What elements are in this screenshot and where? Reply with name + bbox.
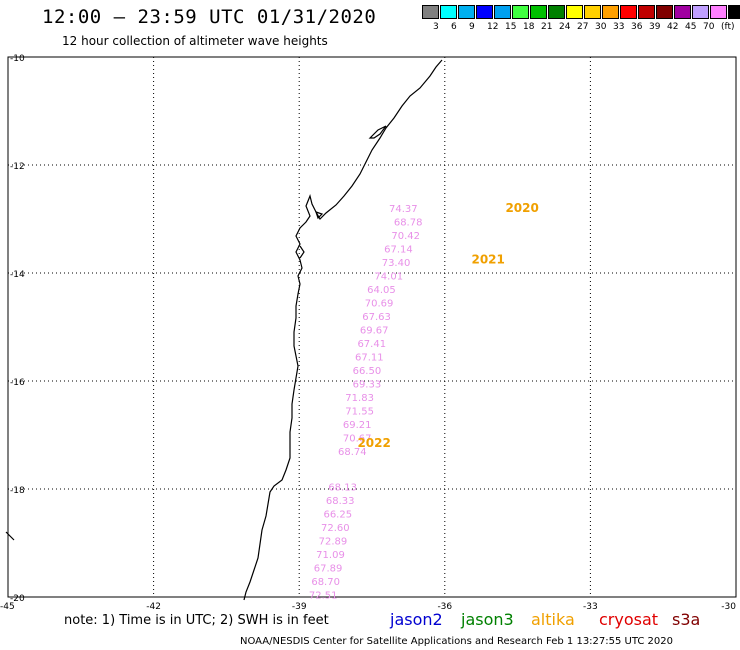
wave-height-value: 73.40 <box>382 258 411 269</box>
legend-label: 24 <box>559 22 571 32</box>
satellite-cryosat: cryosat <box>599 610 659 629</box>
legend-label: 9 <box>469 22 475 32</box>
lat-label: -18 <box>10 486 25 496</box>
color-legend <box>422 5 740 19</box>
lon-label: -30 <box>721 602 736 610</box>
wave-height-value: 68.70 <box>311 577 340 588</box>
legend-label: 45 <box>685 22 697 32</box>
legend-label: 33 <box>613 22 625 32</box>
legend-label: 12 <box>487 22 499 32</box>
wave-height-value: 68.74 <box>338 447 367 458</box>
lat-label: -20 <box>10 594 25 604</box>
year-label: 2022 <box>357 436 390 450</box>
wave-height-value: 71.09 <box>316 550 345 561</box>
lon-label: -36 <box>437 602 452 610</box>
legend-label: 70 <box>703 22 715 32</box>
lon-label: -45 <box>0 602 15 610</box>
lat-label: -12 <box>10 162 25 172</box>
wave-height-value: 67.41 <box>357 339 386 350</box>
wave-height-value: 74.01 <box>374 272 403 283</box>
legend-swatch <box>422 5 439 19</box>
legend-swatch <box>458 5 475 19</box>
legend-label: (ft) <box>721 22 735 32</box>
page-title: 12:00 – 23:59 UTC 01/31/2020 <box>42 6 377 28</box>
legend-swatch <box>638 5 655 19</box>
wave-height-value: 68.13 <box>328 482 357 493</box>
wave-height-value: 74.37 <box>389 204 418 215</box>
legend-swatch <box>584 5 601 19</box>
page-subtitle: 12 hour collection of altimeter wave hei… <box>62 34 328 48</box>
satellite-altika: altika <box>531 610 575 629</box>
lat-label: -10 <box>10 54 25 64</box>
legend-swatch <box>692 5 709 19</box>
legend-swatch <box>602 5 619 19</box>
wave-height-value: 66.25 <box>323 509 352 520</box>
wave-height-value: 70.42 <box>391 231 420 242</box>
satellite-jason2: jason2 <box>390 610 443 629</box>
lat-label: -14 <box>10 270 25 280</box>
legend-label: 27 <box>577 22 589 32</box>
lon-label: -33 <box>583 602 598 610</box>
legend-label: 36 <box>631 22 643 32</box>
wave-height-value: 69.67 <box>360 326 389 337</box>
legend-swatch <box>566 5 583 19</box>
wave-height-value: 66.50 <box>353 366 382 377</box>
legend-swatch <box>548 5 565 19</box>
lon-label: -42 <box>146 602 161 610</box>
wave-height-map: -10 -12 -14 -16 -18 -20-45 -42 -39 -36 -33 -30 74.… <box>0 54 737 610</box>
wave-height-value: 72.89 <box>319 536 348 547</box>
legend-swatch <box>476 5 493 19</box>
legend-swatch <box>494 5 511 19</box>
legend-swatch <box>530 5 547 19</box>
wave-height-value: 70.69 <box>365 299 394 310</box>
footer-note: note: 1) Time is in UTC; 2) SWH is in fe… <box>64 613 329 628</box>
legend-label: 39 <box>649 22 661 32</box>
wave-height-value: 67.14 <box>384 245 413 256</box>
legend-label: 15 <box>505 22 517 32</box>
legend-swatch <box>512 5 529 19</box>
legend-swatch <box>440 5 457 19</box>
wave-height-value: 72.51 <box>309 590 338 601</box>
wave-height-value: 68.78 <box>394 218 423 229</box>
legend-swatch <box>728 5 740 19</box>
coastline <box>243 59 443 601</box>
wave-height-value: 68.33 <box>326 496 355 507</box>
legend-label: 42 <box>667 22 679 32</box>
lat-label: -16 <box>10 378 25 388</box>
wave-height-value: 71.83 <box>345 393 374 404</box>
wave-height-value: 64.05 <box>367 285 396 296</box>
satellite-jason3: jason3 <box>461 610 514 629</box>
satellite-s3a: s3a <box>672 610 701 629</box>
lon-label: -39 <box>292 602 307 610</box>
legend-swatch <box>656 5 673 19</box>
year-label: 2021 <box>471 253 504 267</box>
wave-height-value: 67.11 <box>355 353 384 364</box>
legend-label: 21 <box>541 22 553 32</box>
legend-swatch <box>620 5 637 19</box>
map-edge-mark <box>5 531 15 541</box>
wave-height-labels: 74.37 68.78 70.42 67.14 73.40 74.01 64.05 70.69… <box>309 204 423 601</box>
legend-label: 3 <box>433 22 439 32</box>
legend-label: 30 <box>595 22 607 32</box>
year-label: 2020 <box>505 201 538 215</box>
wave-height-value: 67.63 <box>362 312 391 323</box>
year-labels: 2020 2021 2022 <box>357 201 538 450</box>
coast-island <box>299 125 387 259</box>
legend-label: 6 <box>451 22 457 32</box>
wave-height-value: 67.89 <box>314 563 343 574</box>
wave-height-value: 69.21 <box>343 420 372 431</box>
wave-height-value: 69.33 <box>353 380 382 391</box>
wave-height-value: 72.60 <box>321 523 350 534</box>
wave-height-value: 71.55 <box>345 407 374 418</box>
legend-swatch <box>674 5 691 19</box>
map-grid: -10 -12 -14 -16 -18 -20-45 -42 -39 -36 -33 -30 <box>0 54 737 610</box>
footer-credit: NOAA/NESDIS Center for Satellite Applica… <box>240 636 673 647</box>
legend-swatch <box>710 5 727 19</box>
legend-label: 18 <box>523 22 535 32</box>
wave-height-value: 70.67 <box>343 434 372 445</box>
color-legend-labels: 3 6 9 12 15 18 21 24 27 30 33 36 39 42 45 70 (ft) <box>422 22 740 34</box>
